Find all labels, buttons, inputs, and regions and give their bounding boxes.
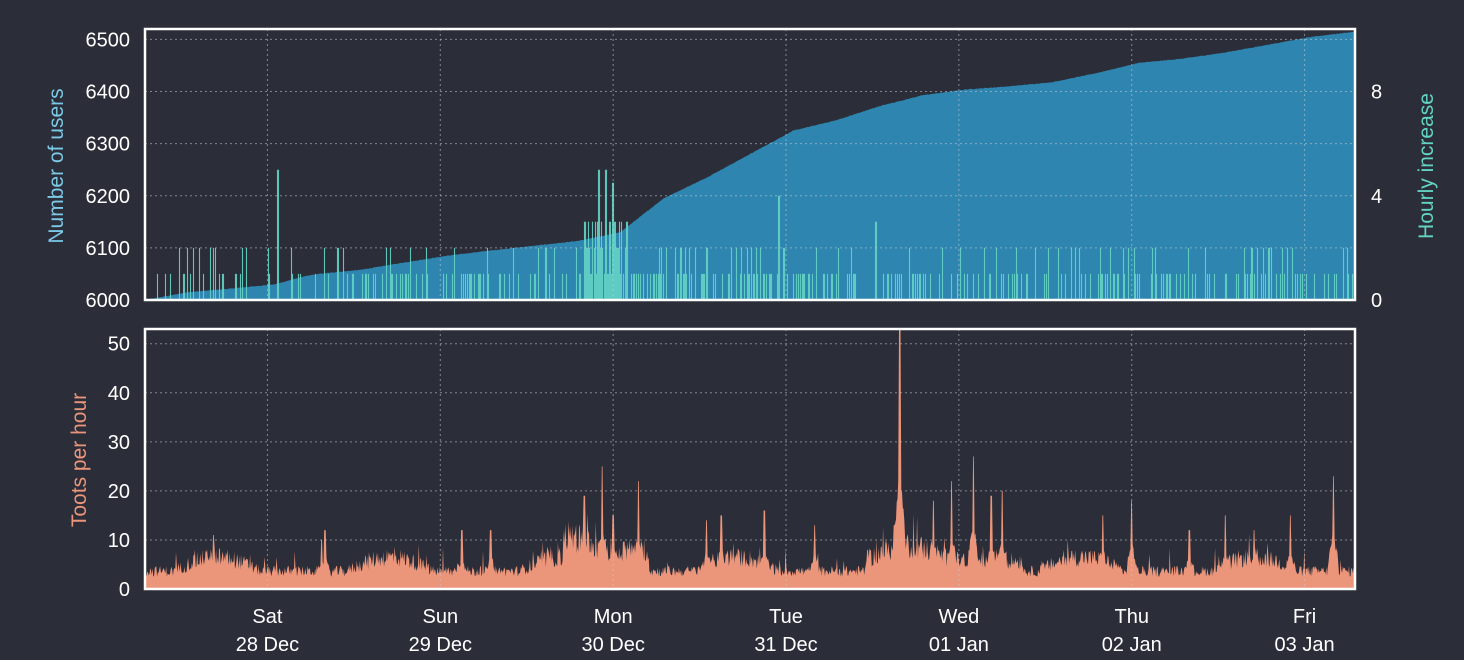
users-tick-label: 6200 [86,186,131,208]
toots-tick-label: 50 [108,334,130,356]
x-tick-day: Wed [938,606,979,628]
hourly-tick-label: 8 [1371,82,1382,104]
x-axis: Sat 28 Dec Sun 29 Dec Mon 30 Dec Tue 31 Dec Wed 0… [236,606,1335,656]
toots-plot-area [145,329,1355,589]
toots-tick-label: 30 [108,432,130,454]
toots-tick-label: 20 [108,481,130,503]
users-frame [143,27,1357,302]
x-tick-day: Thu [1114,606,1148,628]
hourly-axis-label: Hourly increase [1415,93,1438,239]
users-panel: 6000 6100 6200 6300 6400 6500 0 4 8 [86,27,1382,312]
users-axis-label: Number of users [45,88,68,243]
users-area [145,31,1355,300]
x-tick-day: Mon [594,606,633,628]
x-tick-date: 28 Dec [236,634,299,656]
toots-area [145,329,1355,589]
hourly-tick-label: 0 [1371,290,1382,312]
x-tick-date: 30 Dec [581,634,644,656]
toots-frame [143,327,1357,591]
users-tick-label: 6400 [86,82,131,104]
x-tick-day: Fri [1293,606,1316,628]
hourly-increase-bars [156,169,1354,300]
toots-axis-label: Toots per hour [68,393,91,527]
x-tick-date: 03 Jan [1275,634,1335,656]
toots-tick-label: 40 [108,383,130,405]
x-tick-date: 29 Dec [409,634,472,656]
toots-tick-label: 0 [119,579,130,601]
users-tick-label: 6500 [86,29,131,51]
users-tick-label: 6300 [86,134,131,156]
x-tick-day: Sun [423,606,459,628]
users-tick-label: 6000 [86,290,131,312]
x-tick-date: 31 Dec [754,634,817,656]
users-tick-label: 6100 [86,238,131,260]
x-tick-date: 02 Jan [1102,634,1162,656]
toots-tick-label: 10 [108,530,130,552]
x-tick-day: Tue [769,606,803,628]
x-tick-day: Sat [252,606,282,628]
x-tick-date: 01 Jan [929,634,989,656]
toots-panel: 0 10 20 30 40 50 [108,327,1357,601]
hourly-tick-label: 4 [1371,186,1382,208]
